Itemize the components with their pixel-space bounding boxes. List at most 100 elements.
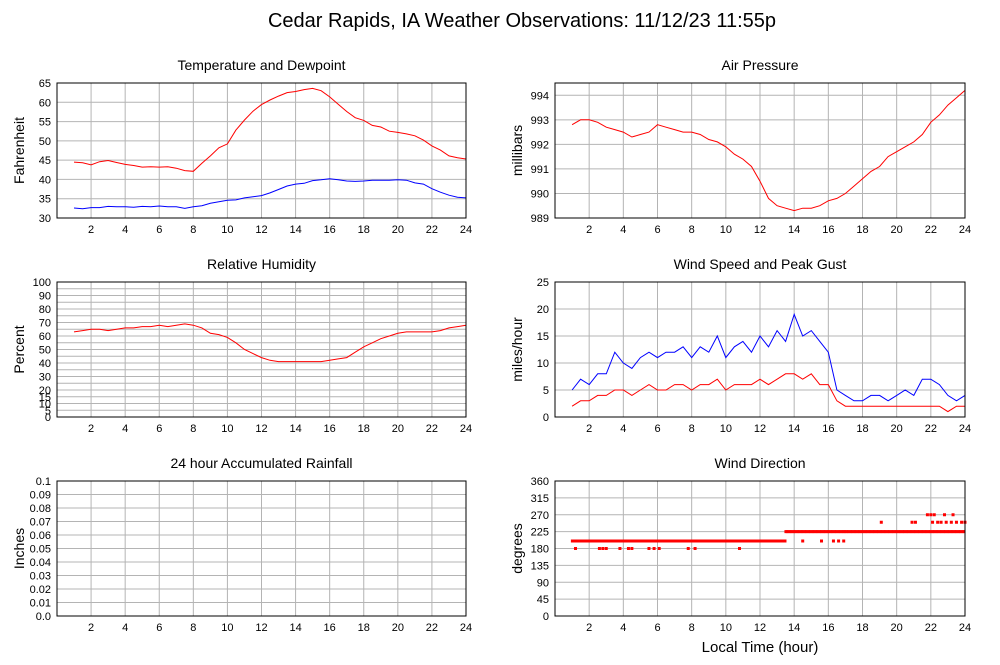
- direction-data-point: [810, 530, 813, 534]
- direction-data-point: [703, 539, 706, 543]
- humidity-chart-title: Relative Humidity: [207, 256, 316, 272]
- direction-data-point: [936, 520, 940, 524]
- direction-data-point: [885, 530, 888, 534]
- direction-data-point: [763, 539, 766, 543]
- direction-data-point: [886, 530, 889, 534]
- direction-data-point: [673, 539, 676, 543]
- direction-data-point: [691, 539, 694, 543]
- pressure-x-tick-label: 8: [689, 224, 695, 236]
- direction-data-point: [644, 539, 648, 543]
- direction-data-point: [963, 530, 966, 534]
- rain-y-tick-label: 0.0: [36, 611, 51, 623]
- wind-x-tick-label: 22: [925, 423, 937, 435]
- direction-data-point: [943, 513, 946, 517]
- direction-data-point: [764, 539, 768, 543]
- rain-x-tick-label: 14: [289, 622, 301, 634]
- direction-data-point: [785, 530, 789, 534]
- humidity-y-tick-label: 40: [39, 358, 51, 370]
- direction-data-point: [928, 530, 932, 534]
- direction-data-point: [837, 539, 841, 543]
- direction-data-point: [774, 539, 777, 543]
- direction-data-point: [640, 539, 643, 543]
- wind-y-tick-label: 5: [543, 385, 549, 397]
- direction-data-point: [902, 530, 906, 534]
- rain-x-tick-label: 20: [392, 622, 404, 634]
- direction-data-point: [824, 530, 827, 534]
- direction-data-point: [743, 539, 746, 543]
- direction-x-tick-label: 20: [891, 622, 903, 634]
- direction-data-point: [699, 539, 702, 543]
- wind-x-tick-label: 4: [620, 423, 626, 435]
- direction-data-point: [702, 539, 705, 543]
- direction-data-point: [949, 530, 952, 534]
- direction-data-point: [670, 539, 674, 543]
- direction-data-point: [837, 530, 841, 534]
- rain-y-tick-label: 0.09: [30, 490, 51, 502]
- direction-data-point: [825, 530, 828, 534]
- humidity-x-tick-label: 18: [358, 423, 370, 435]
- temp-x-tick-label: 4: [122, 224, 128, 236]
- direction-data-point: [754, 539, 757, 543]
- temp-series-0-line: [73, 87, 467, 172]
- pressure-series-0-line: [571, 90, 966, 212]
- direction-data-point: [756, 539, 760, 543]
- direction-data-point: [929, 513, 933, 517]
- direction-data-point: [574, 547, 577, 550]
- direction-data-point: [883, 530, 887, 534]
- direction-data-point: [877, 530, 880, 534]
- direction-data-point: [793, 530, 797, 534]
- direction-data-point: [960, 530, 963, 534]
- direction-data-point: [944, 520, 948, 524]
- rain-x-tick-label: 16: [324, 622, 336, 634]
- direction-data-point: [748, 539, 751, 543]
- direction-data-point: [818, 530, 821, 534]
- temp-series-1-line: [73, 178, 467, 210]
- direction-data-point: [820, 539, 823, 543]
- wind-y-tick-label: 0: [543, 412, 549, 424]
- direction-data-point: [647, 539, 650, 543]
- direction-data-point: [584, 539, 587, 543]
- direction-data-point: [852, 530, 855, 534]
- direction-data-point: [678, 539, 682, 543]
- direction-data-point: [762, 539, 765, 543]
- temp-x-tick-label: 12: [255, 224, 267, 236]
- direction-data-point: [959, 530, 962, 534]
- wind-series-1-line: [571, 373, 965, 413]
- direction-data-point: [806, 530, 809, 534]
- direction-data-point: [734, 539, 738, 543]
- direction-data-point: [747, 539, 750, 543]
- humidity-y-tick-label: 100: [33, 277, 51, 289]
- rain-x-tick-label: 4: [122, 622, 128, 634]
- humidity-x-tick-label: 16: [324, 423, 336, 435]
- direction-data-point: [667, 539, 671, 543]
- direction-data-point: [851, 530, 854, 534]
- temp-y-tick-label: 60: [39, 97, 51, 109]
- direction-data-point: [950, 530, 954, 534]
- rain-y-tick-label: 0.04: [30, 557, 51, 569]
- direction-data-point: [590, 539, 593, 543]
- direction-data-point: [937, 530, 940, 534]
- direction-data-point: [632, 539, 635, 543]
- direction-data-point: [730, 539, 734, 543]
- direction-data-point: [788, 530, 791, 534]
- direction-data-point: [620, 539, 623, 543]
- direction-data-point: [648, 539, 652, 543]
- wind-x-tick-label: 12: [754, 423, 766, 435]
- humidity-x-tick-label: 4: [122, 423, 128, 435]
- direction-data-point: [912, 530, 915, 534]
- direction-data-point: [613, 539, 616, 543]
- direction-data-point: [787, 530, 790, 534]
- direction-data-point: [650, 539, 653, 543]
- direction-data-point: [574, 539, 578, 543]
- direction-y-tick-label: 135: [531, 560, 549, 572]
- direction-data-point: [663, 539, 667, 543]
- pressure-x-tick-label: 20: [891, 224, 903, 236]
- direction-data-point: [581, 539, 585, 543]
- direction-data-point: [598, 539, 601, 543]
- direction-data-point: [867, 530, 870, 534]
- direction-data-point: [915, 530, 918, 534]
- direction-data-point: [948, 530, 951, 534]
- direction-data-point: [636, 539, 639, 543]
- wind-x-tick-label: 10: [720, 423, 732, 435]
